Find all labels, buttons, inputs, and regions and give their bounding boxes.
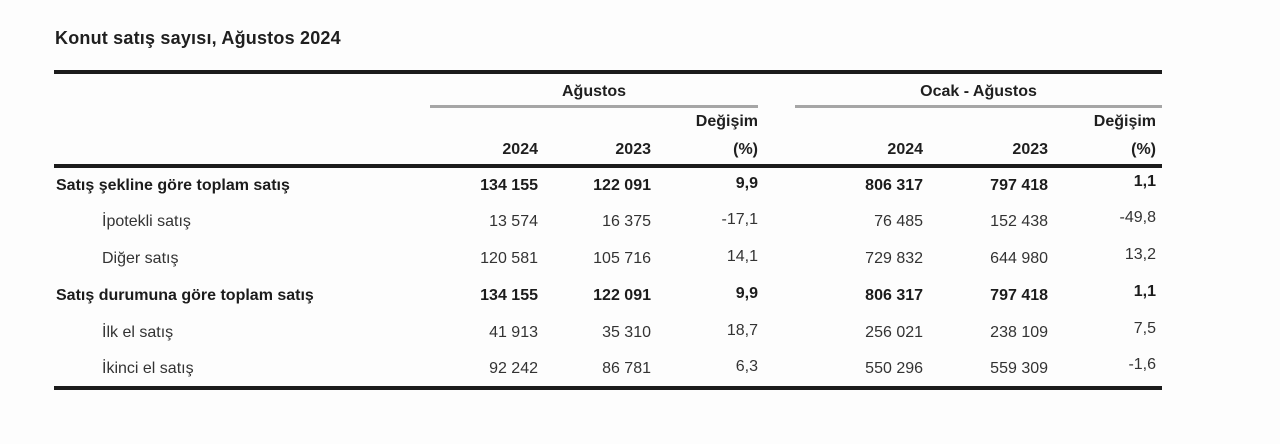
column-group-header-row: Ağustos Ocak - Ağustos: [54, 72, 1163, 108]
cell-janaug-change: 1,1: [1133, 172, 1157, 190]
row-label: İpotekli satış: [102, 212, 191, 230]
cell-aug-change: 9,9: [735, 284, 759, 302]
cell-aug-2024: 134 155: [480, 286, 538, 304]
spacer-cell: [758, 72, 795, 106]
cell-janaug-2024: 729 832: [865, 249, 924, 267]
cell-aug-2023: 86 781: [602, 359, 651, 377]
table-row: İpotekli satış 13 574 16 375 -17,1 76 48…: [54, 203, 1162, 240]
cell-janaug-2023: 152 438: [990, 212, 1049, 230]
cell-janaug-change: 7,5: [1133, 319, 1157, 337]
cell-janaug-2024: 806 317: [865, 286, 924, 304]
cell-aug-change: 9,9: [735, 174, 759, 192]
year-header-row: 2024 2023 (%) 2024 2023 (%): [54, 136, 1162, 166]
col-header-janaug-2024: 2024: [887, 141, 924, 158]
cell-aug-2023: 122 091: [593, 176, 651, 194]
spacer-cell: [54, 72, 430, 106]
table-row: Diğer satış 120 581 105 716 14,1 729 832…: [54, 240, 1162, 277]
cell-aug-2024: 13 574: [489, 212, 538, 230]
table-row: İlk el satış 41 913 35 310 18,7 256 021 …: [54, 314, 1162, 351]
col-header-aug-pct: (%): [733, 141, 759, 158]
housing-sales-table: Ağustos Ocak - Ağustos Değişim Değişim 2…: [54, 70, 1163, 390]
cell-janaug-2024: 550 296: [865, 359, 924, 377]
cell-aug-2024: 134 155: [480, 176, 538, 194]
col-header-janaug-2023: 2023: [1012, 141, 1049, 158]
cell-aug-change: 6,3: [735, 357, 759, 375]
cell-aug-change: 18,7: [726, 321, 759, 339]
change-header-agustos: Değişim: [695, 112, 759, 130]
cell-aug-2024: 120 581: [480, 249, 538, 267]
cell-aug-2023: 16 375: [602, 212, 651, 230]
table-row: Satış durumuna göre toplam satış 134 155…: [54, 277, 1162, 314]
cell-janaug-2023: 797 418: [990, 176, 1049, 194]
col-header-aug-2023: 2023: [615, 141, 651, 158]
group-header-ocak-agustos: Ocak - Ağustos: [795, 72, 1163, 108]
cell-aug-change: -17,1: [721, 210, 759, 228]
cell-aug-2023: 35 310: [602, 323, 651, 341]
cell-janaug-change: -1,6: [1128, 355, 1157, 373]
page-title: Konut satış sayısı, Ağustos 2024: [55, 28, 341, 48]
cell-janaug-change: 13,2: [1124, 245, 1157, 263]
row-label: İlk el satış: [102, 323, 174, 341]
cell-aug-2024: 92 242: [489, 359, 538, 377]
cell-janaug-2023: 644 980: [990, 249, 1049, 267]
cell-janaug-2023: 559 309: [990, 359, 1049, 377]
row-label: İkinci el satış: [102, 359, 194, 377]
cell-aug-2023: 122 091: [593, 286, 651, 304]
group-header-agustos: Ağustos: [430, 72, 759, 108]
row-label: Diğer satış: [102, 249, 179, 267]
cell-janaug-2023: 797 418: [990, 286, 1049, 304]
cell-aug-change: 14,1: [726, 247, 759, 265]
col-header-janaug-pct: (%): [1131, 141, 1157, 158]
cell-janaug-2024: 256 021: [865, 323, 924, 341]
cell-janaug-change: -49,8: [1119, 208, 1157, 226]
table-row: İkinci el satış 92 242 86 781 6,3 550 29…: [54, 351, 1162, 388]
row-label: Satış durumuna göre toplam satış: [56, 286, 314, 304]
change-label-row: Değişim Değişim: [54, 106, 1162, 136]
cell-aug-2023: 105 716: [593, 249, 651, 267]
table-row: Satış şekline göre toplam satış 134 155 …: [54, 166, 1162, 203]
col-header-aug-2024: 2024: [502, 141, 538, 158]
cell-janaug-2024: 76 485: [874, 212, 924, 230]
cell-janaug-change: 1,1: [1133, 282, 1157, 300]
cell-aug-2024: 41 913: [489, 323, 538, 341]
cell-janaug-2023: 238 109: [990, 323, 1049, 341]
cell-janaug-2024: 806 317: [865, 176, 924, 194]
row-label: Satış şekline göre toplam satış: [56, 176, 290, 194]
change-header-ocak-agustos: Değişim: [1093, 112, 1157, 130]
